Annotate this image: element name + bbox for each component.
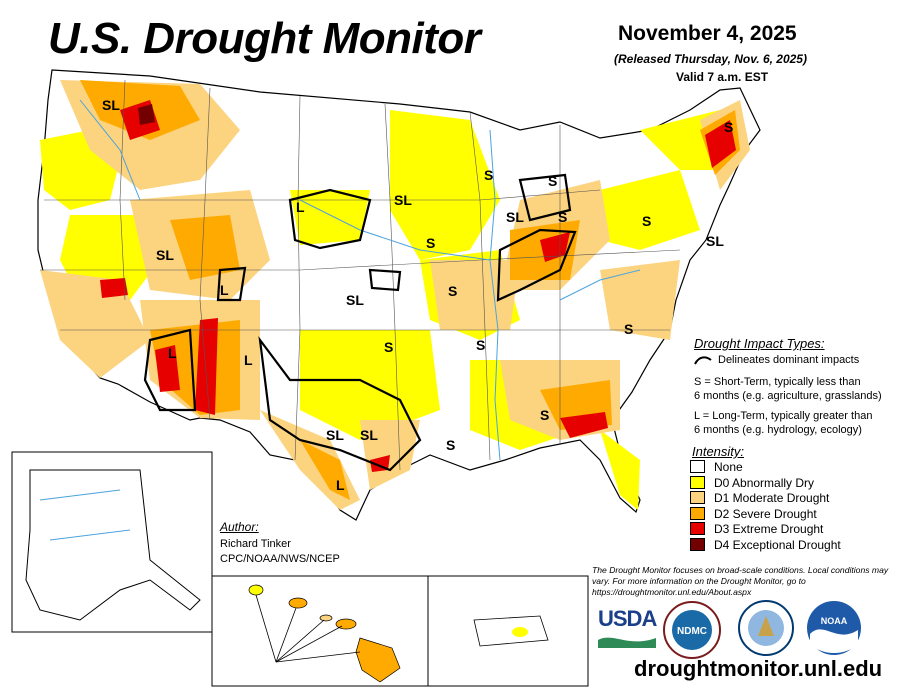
impact-delineates-text: Delineates dominant impacts — [718, 354, 860, 366]
ndmc-logo: NDMC — [663, 601, 721, 659]
commerce-seal-icon — [738, 600, 794, 656]
intensity-swatch — [690, 475, 705, 489]
impact-l-desc-1: L = Long-Term, typically greater than — [694, 410, 873, 422]
puerto-rico-outline — [473, 615, 549, 647]
d4-areas — [138, 104, 155, 125]
intensity-label: D3 Extreme Drought — [714, 522, 824, 536]
impact-label: L — [296, 199, 305, 215]
author-name: Richard Tinker — [220, 538, 291, 550]
impact-s-desc-2: 6 months (e.g. agriculture, grasslands) — [694, 390, 882, 402]
intensity-label: D4 Exceptional Drought — [714, 537, 841, 552]
impact-legend-title: Drought Impact Types: — [694, 336, 825, 351]
impact-label: L — [220, 282, 229, 298]
impact-lines — [143, 173, 577, 472]
footnote: The Drought Monitor focuses on broad-sca… — [592, 565, 889, 597]
impact-label: SL — [156, 247, 174, 263]
impact-label: SL — [346, 292, 364, 308]
state-borders — [40, 79, 681, 471]
impact-label: SL — [706, 233, 724, 249]
puerto-rico-d0 — [512, 627, 528, 637]
noaa-logo: NOAA — [807, 601, 861, 655]
alaska-rivers — [39, 489, 131, 541]
release-date: (Released Thursday, Nov. 6, 2025) — [614, 52, 807, 66]
intensity-label: None — [714, 460, 743, 474]
intensity-swatch — [690, 537, 705, 551]
impact-label: S — [558, 209, 567, 225]
impact-label: SL — [326, 427, 344, 443]
impact-label: S — [724, 119, 733, 135]
impact-label: L — [244, 352, 253, 368]
author-heading: Author: — [220, 520, 259, 534]
intensity-label: D1 Moderate Drought — [714, 491, 830, 505]
noaa-logo-text: NOAA — [821, 616, 848, 626]
impact-label: S — [540, 407, 549, 423]
impact-label: S — [384, 339, 393, 355]
impact-label: SL — [102, 97, 120, 113]
intensity-swatch — [690, 522, 705, 535]
hawaii-islands — [248, 584, 401, 683]
usda-logo: USDA — [598, 606, 657, 650]
intensity-label: D0 Abnormally Dry — [714, 475, 815, 490]
valid-time: Valid 7 a.m. EST — [676, 70, 769, 84]
map-title: U.S. Drought Monitor — [48, 14, 481, 63]
impact-label: S — [448, 283, 457, 299]
impact-label: S — [446, 437, 455, 453]
impact-label: S — [642, 213, 651, 229]
intensity-swatch — [690, 460, 705, 473]
impact-l-desc-2: 6 months (e.g. hydrology, ecology) — [694, 424, 862, 436]
impact-label: L — [336, 477, 345, 493]
impact-label: SL — [360, 427, 378, 443]
impact-s-desc-1: S = Short-Term, typically less than — [694, 376, 861, 388]
impact-label: S — [624, 321, 633, 337]
intensity-swatch — [690, 491, 705, 504]
intensity-legend-title: Intensity: — [692, 444, 745, 459]
impact-label: S — [548, 173, 557, 189]
impact-line-swatch — [694, 356, 712, 365]
impact-label: S — [426, 235, 435, 251]
impact-label: SL — [506, 209, 524, 225]
impact-label: SL — [394, 192, 412, 208]
hawaii-leader-lines — [255, 594, 361, 663]
website-url[interactable]: droughtmonitor.unl.edu — [634, 656, 883, 681]
alaska-outline — [25, 469, 201, 621]
impact-label: S — [476, 337, 485, 353]
rivers — [79, 99, 641, 461]
ndmc-logo-text: NDMC — [677, 626, 707, 637]
author-org: CPC/NOAA/NWS/NCEP — [220, 553, 340, 565]
intensity-label: D2 Severe Drought — [714, 506, 817, 521]
usda-logo-text: USDA — [598, 606, 657, 631]
impact-label: S — [484, 167, 493, 183]
intensity-swatch — [690, 506, 705, 520]
impact-label: L — [168, 345, 177, 361]
map-date: November 4, 2025 — [618, 22, 797, 45]
